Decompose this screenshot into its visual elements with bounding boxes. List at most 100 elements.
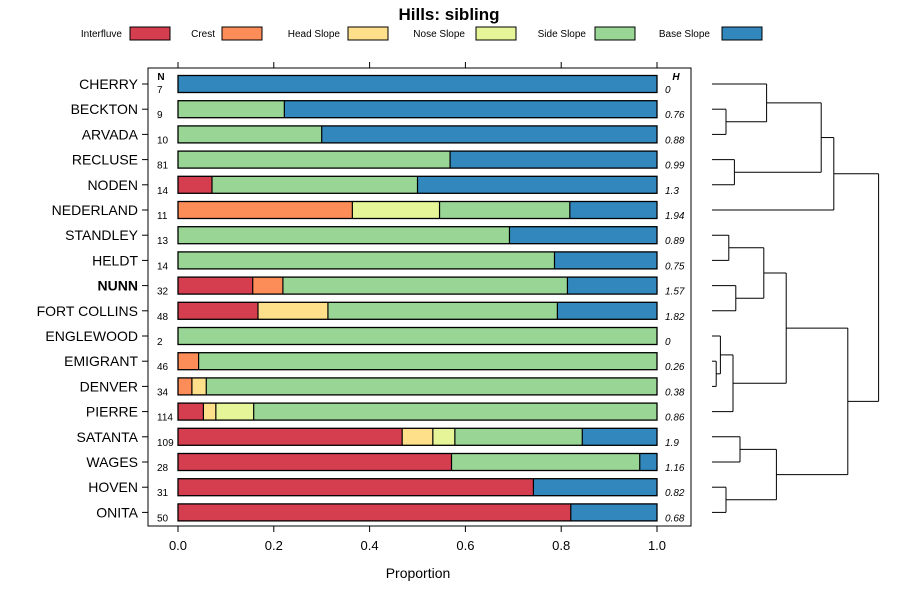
h-value-satanta: 1.9	[665, 438, 679, 449]
legend-label-head-slope: Head Slope	[288, 29, 341, 40]
bar-segment-satanta-side-slope	[454, 428, 583, 446]
row-label-cherry: CHERRY	[79, 76, 139, 92]
bar-segment-satanta-head-slope	[402, 428, 433, 446]
row-label-englewood: ENGLEWOOD	[45, 328, 138, 344]
n-value-nunn: 32	[157, 287, 169, 298]
row-label-satanta: SATANTA	[77, 429, 139, 445]
h-value-recluse: 0.99	[665, 161, 685, 172]
bar-segment-pierre-head-slope	[203, 403, 216, 421]
h-value-noden: 1.3	[665, 186, 679, 197]
h-value-heldt: 0.75	[665, 261, 685, 272]
n-value-recluse: 81	[157, 161, 169, 172]
n-column-header: N	[157, 72, 164, 83]
row-label-arvada: ARVADA	[82, 126, 139, 142]
bar-segment-fort-collins-head-slope	[257, 302, 328, 320]
bar-outline-recluse	[177, 150, 658, 169]
row-label-wages: WAGES	[86, 454, 138, 470]
legend-swatch-side-slope	[594, 26, 636, 41]
h-value-hoven: 0.82	[665, 488, 685, 499]
row-label-denver: DENVER	[80, 378, 138, 394]
n-value-heldt: 14	[157, 261, 169, 272]
row-label-noden: NODEN	[87, 177, 138, 193]
h-value-beckton: 0.76	[665, 110, 685, 121]
bar-segment-hoven-base-slope	[533, 478, 657, 496]
bar-segment-nederland-crest	[178, 201, 353, 219]
bar-outline-onita	[177, 503, 658, 522]
row-label-hoven: HOVEN	[88, 479, 138, 495]
bar-segment-emigrant-side-slope	[198, 352, 658, 370]
h-value-arvada: 0.88	[665, 135, 685, 146]
legend-swatch-head-slope	[347, 26, 389, 41]
n-value-wages: 28	[157, 463, 169, 474]
h-value-pierre: 0.86	[665, 413, 685, 424]
x-tick-label-2: 0.4	[361, 538, 379, 553]
bar-segment-recluse-side-slope	[178, 151, 451, 169]
x-tick-label-1: 0.2	[265, 538, 283, 553]
n-value-cherry: 7	[157, 85, 163, 96]
x-axis-title: Proportion	[386, 565, 451, 581]
h-value-denver: 0.38	[665, 387, 685, 398]
bar-segment-emigrant-crest	[178, 352, 199, 370]
bar-segment-onita-base-slope	[570, 503, 657, 521]
row-text-layer: CHERRY 7 0 BECKTON 9 0.76 ARVADA 10 0.88 RECLUSE 8…	[37, 76, 685, 524]
bar-outline-emigrant	[177, 352, 658, 371]
bar-segment-satanta-base-slope	[582, 428, 657, 446]
bar-outline-noden	[177, 175, 658, 194]
legend-label-nose-slope: Nose Slope	[413, 29, 465, 40]
bar-outline-englewood	[177, 326, 658, 346]
bar-outline-standley	[177, 226, 658, 245]
bar-segment-standley-base-slope	[509, 226, 657, 244]
bar-outline-satanta	[177, 427, 658, 446]
bar-segment-nederland-nose-slope	[352, 201, 440, 219]
bar-segment-arvada-side-slope	[178, 125, 322, 143]
legend-label-interfluve: Interfluve	[81, 29, 123, 40]
row-label-pierre: PIERRE	[86, 404, 138, 420]
bar-segment-nunn-base-slope	[567, 277, 657, 295]
x-axis: 0.0 0.2 0.4 0.6 0.8 1.0	[169, 62, 666, 553]
bar-segment-onita-interfluve	[178, 503, 571, 521]
row-label-beckton: BECKTON	[71, 101, 138, 117]
legend-label-base-slope: Base Slope	[659, 29, 711, 40]
bars-layer	[177, 74, 658, 522]
x-tick-label-5: 1.0	[648, 538, 666, 553]
n-value-beckton: 9	[157, 110, 163, 121]
legend-label-side-slope: Side Slope	[538, 29, 587, 40]
bar-segment-nunn-side-slope	[282, 277, 568, 295]
n-value-noden: 14	[157, 186, 169, 197]
bar-segment-arvada-base-slope	[321, 125, 657, 143]
bar-segment-standley-side-slope	[178, 226, 510, 244]
row-label-heldt: HELDT	[92, 252, 138, 268]
h-column-header: H	[672, 72, 680, 83]
bar-segment-nunn-crest	[252, 277, 283, 295]
bar-segment-fort-collins-side-slope	[327, 302, 558, 320]
bar-segment-wages-base-slope	[639, 453, 657, 471]
legend-swatch-crest	[221, 26, 263, 41]
legend-swatch-base-slope	[721, 26, 763, 41]
n-value-hoven: 31	[157, 488, 169, 499]
legend-swatch-nose-slope	[475, 26, 517, 41]
plot-frame	[147, 67, 692, 527]
bar-segment-wages-side-slope	[451, 453, 640, 471]
h-value-standley: 0.89	[665, 236, 685, 247]
bar-segment-satanta-interfluve	[178, 428, 403, 446]
bar-segment-denver-crest	[178, 377, 192, 395]
bar-outline-pierre	[177, 402, 658, 421]
h-value-nunn: 1.57	[665, 287, 685, 298]
dendrogram	[712, 83, 880, 513]
bar-segment-noden-interfluve	[178, 176, 213, 194]
n-value-englewood: 2	[157, 337, 163, 348]
x-tick-label-0: 0.0	[169, 538, 187, 553]
x-tick-label-4: 0.8	[552, 538, 570, 553]
bar-segment-pierre-nose-slope	[215, 403, 254, 421]
bar-outline-wages	[177, 452, 658, 472]
bar-segment-fort-collins-base-slope	[557, 302, 657, 320]
h-value-nederland: 1.94	[665, 211, 685, 222]
n-value-nederland: 11	[157, 211, 168, 222]
row-label-nunn: NUNN	[98, 278, 138, 294]
legend-swatch-interfluve	[129, 26, 171, 41]
bar-segment-denver-head-slope	[191, 377, 207, 395]
bar-outline-hoven	[177, 478, 658, 497]
bar-segment-noden-base-slope	[417, 176, 657, 194]
h-value-onita: 0.68	[665, 513, 685, 524]
bar-segment-pierre-side-slope	[253, 403, 657, 421]
